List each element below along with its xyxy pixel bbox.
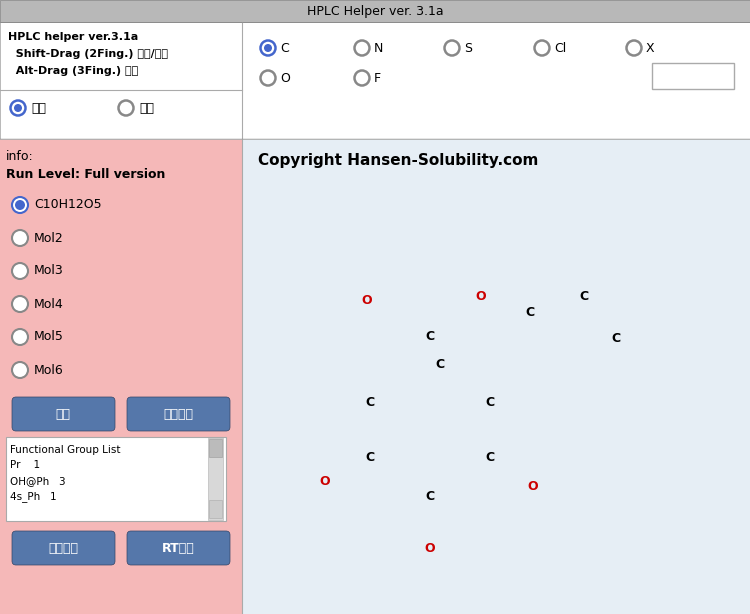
Text: C10H12O5: C10H12O5	[34, 198, 102, 211]
FancyBboxPatch shape	[208, 438, 223, 520]
Circle shape	[577, 290, 591, 304]
Text: C: C	[366, 396, 375, 409]
Text: C: C	[580, 290, 589, 303]
Circle shape	[609, 331, 623, 345]
Circle shape	[483, 395, 496, 410]
Circle shape	[360, 294, 374, 308]
Text: N: N	[374, 42, 383, 55]
Circle shape	[363, 395, 377, 410]
FancyBboxPatch shape	[127, 531, 230, 565]
Circle shape	[626, 41, 641, 55]
Circle shape	[474, 289, 488, 303]
FancyBboxPatch shape	[209, 439, 222, 457]
Circle shape	[535, 41, 550, 55]
FancyBboxPatch shape	[652, 63, 734, 89]
Circle shape	[264, 44, 272, 52]
Text: Copyright Hansen-Solubility.com: Copyright Hansen-Solubility.com	[258, 152, 538, 168]
Text: C: C	[425, 491, 434, 503]
Circle shape	[260, 41, 275, 55]
Circle shape	[12, 230, 28, 246]
Circle shape	[12, 362, 28, 378]
Text: Run Level: Full version: Run Level: Full version	[6, 168, 165, 181]
Circle shape	[15, 200, 25, 210]
Circle shape	[355, 71, 370, 85]
Text: O: O	[280, 71, 290, 85]
FancyBboxPatch shape	[12, 531, 115, 565]
FancyBboxPatch shape	[209, 500, 222, 518]
Text: Mol5: Mol5	[34, 330, 64, 343]
Circle shape	[14, 104, 22, 112]
Circle shape	[423, 490, 437, 504]
Text: C: C	[280, 42, 289, 55]
Text: Cl: Cl	[554, 42, 566, 55]
FancyBboxPatch shape	[0, 22, 242, 139]
Text: C: C	[485, 396, 494, 409]
Text: O: O	[476, 289, 486, 303]
Text: info:: info:	[6, 149, 34, 163]
Text: 描画: 描画	[31, 101, 46, 114]
Text: Alt-Drag (3Fing.) 移動: Alt-Drag (3Fing.) 移動	[8, 66, 138, 76]
Text: 物性計算: 物性計算	[163, 408, 193, 421]
FancyBboxPatch shape	[0, 0, 750, 22]
FancyBboxPatch shape	[6, 437, 226, 521]
Circle shape	[445, 41, 460, 55]
Circle shape	[12, 197, 28, 213]
Text: Mol4: Mol4	[34, 298, 64, 311]
Circle shape	[10, 101, 26, 115]
Circle shape	[423, 541, 437, 555]
Text: 4s_Ph   1: 4s_Ph 1	[10, 491, 57, 502]
Text: RT計算: RT計算	[162, 542, 194, 554]
Text: HPLC Helper ver. 3.1a: HPLC Helper ver. 3.1a	[307, 4, 443, 18]
FancyBboxPatch shape	[242, 22, 750, 139]
FancyBboxPatch shape	[12, 397, 115, 431]
Text: C: C	[611, 332, 620, 344]
Circle shape	[317, 475, 332, 489]
Circle shape	[433, 358, 447, 372]
Text: S: S	[464, 42, 472, 55]
Text: Mol3: Mol3	[34, 265, 64, 278]
FancyBboxPatch shape	[127, 397, 230, 431]
Text: X: X	[646, 42, 655, 55]
Text: C: C	[526, 306, 535, 319]
Circle shape	[363, 451, 377, 465]
Circle shape	[483, 451, 496, 465]
Circle shape	[523, 306, 537, 320]
Text: 消去: 消去	[139, 101, 154, 114]
Circle shape	[526, 480, 540, 494]
Text: O: O	[424, 542, 435, 554]
Text: HPLC helper ver.3.1a: HPLC helper ver.3.1a	[8, 32, 138, 42]
Text: C: C	[436, 359, 445, 371]
Text: Shift-Drag (2Fing.) 拡大/縮小: Shift-Drag (2Fing.) 拡大/縮小	[8, 49, 168, 59]
Circle shape	[355, 41, 370, 55]
FancyBboxPatch shape	[242, 139, 750, 614]
Text: Functional Group List: Functional Group List	[10, 445, 121, 455]
Circle shape	[12, 329, 28, 345]
Text: C: C	[485, 451, 494, 464]
Text: O: O	[527, 480, 538, 493]
Text: Mol6: Mol6	[34, 363, 64, 376]
Text: C: C	[366, 451, 375, 464]
Text: O: O	[362, 295, 372, 308]
Text: C: C	[425, 330, 434, 343]
Text: F: F	[374, 71, 381, 85]
Circle shape	[423, 329, 437, 343]
FancyBboxPatch shape	[0, 139, 242, 614]
Text: Pr    1: Pr 1	[10, 460, 40, 470]
Circle shape	[260, 71, 275, 85]
Text: O: O	[319, 475, 330, 488]
Circle shape	[118, 101, 134, 115]
Text: 消去: 消去	[56, 408, 70, 421]
Text: OH@Ph   3: OH@Ph 3	[10, 476, 66, 486]
Circle shape	[12, 263, 28, 279]
Circle shape	[12, 296, 28, 312]
Text: 全て消去: 全て消去	[48, 542, 78, 554]
Text: Mol2: Mol2	[34, 231, 64, 244]
